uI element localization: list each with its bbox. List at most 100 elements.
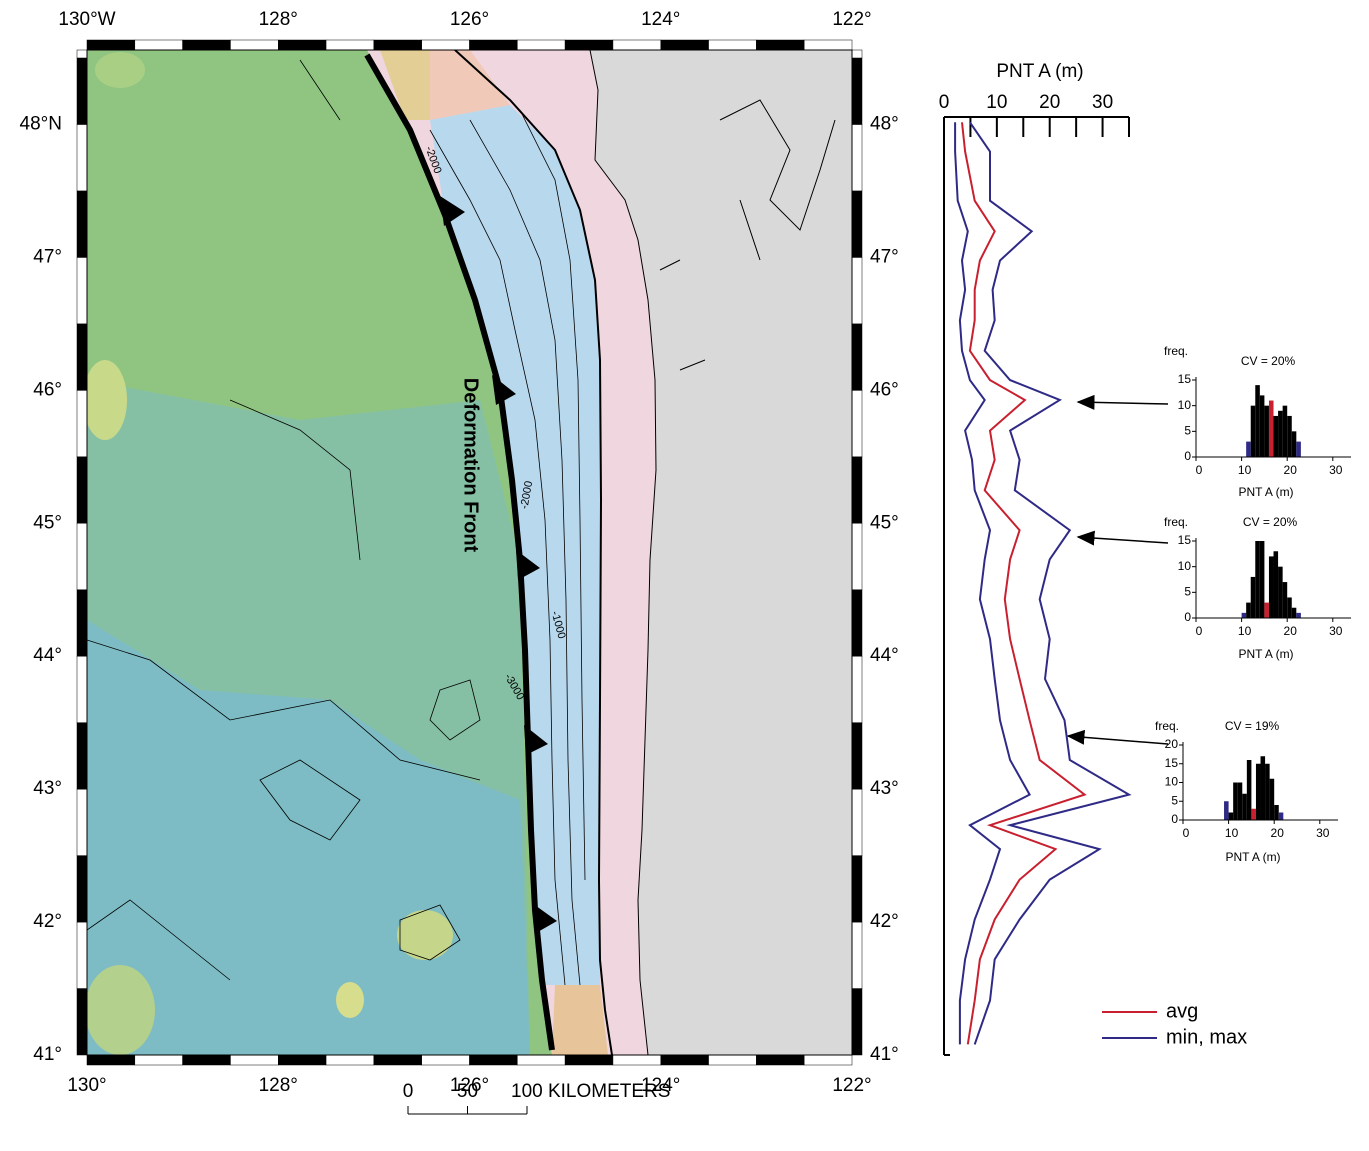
- frame-segment: [422, 40, 470, 50]
- y-tick-label: 10: [1165, 775, 1179, 789]
- frame-segment: [852, 257, 862, 323]
- frame-segment: [661, 1055, 709, 1065]
- x-tick-label: 0: [1196, 624, 1203, 638]
- bar: [1296, 613, 1301, 618]
- map-body: [83, 50, 852, 1055]
- seamount: [397, 910, 453, 960]
- frame-segment: [852, 457, 862, 523]
- frame-segment: [278, 40, 326, 50]
- frame-segment: [852, 324, 862, 390]
- x-axis-label: PNT A (m): [1225, 850, 1280, 864]
- x-tick-label: 20: [1039, 92, 1060, 113]
- frame-segment: [230, 1055, 278, 1065]
- frame-segment: [470, 40, 518, 50]
- frame-segment: [613, 40, 661, 50]
- y-tick-label: 5: [1171, 793, 1178, 807]
- y-tick-label: 15: [1178, 533, 1192, 547]
- frame-segment: [852, 723, 862, 789]
- bar: [1287, 416, 1292, 457]
- frame-segment: [77, 58, 87, 124]
- x-tick-label: 0: [1196, 463, 1203, 477]
- frame-segment: [77, 257, 87, 323]
- frame-segment: [804, 1055, 852, 1065]
- arrow: [1078, 402, 1168, 404]
- frame-segment: [852, 989, 862, 1055]
- y-tick-label: 42°: [33, 911, 62, 932]
- y-tick-label: 43°: [870, 778, 899, 799]
- bar: [1274, 416, 1279, 457]
- bar: [1265, 764, 1270, 820]
- frame-segment: [709, 40, 757, 50]
- bar: [1270, 779, 1275, 820]
- frame-segment: [77, 191, 87, 257]
- y-axis-label: freq.: [1155, 719, 1179, 733]
- x-tick-label: 20: [1284, 463, 1298, 477]
- y-tick-label: 5: [1184, 585, 1191, 599]
- frame-segment: [77, 723, 87, 789]
- x-tick-label: 0: [939, 92, 950, 113]
- frame-segment: [852, 390, 862, 456]
- frame-segment: [77, 390, 87, 456]
- seamount: [336, 982, 364, 1018]
- frame-segment: [852, 656, 862, 722]
- frame-segment: [756, 40, 804, 50]
- frame-segment: [326, 1055, 374, 1065]
- x-tick-label: 130°: [67, 1075, 106, 1096]
- bar: [1274, 551, 1279, 618]
- x-tick-label: 130°W: [58, 9, 115, 30]
- frame-segment: [87, 1055, 135, 1065]
- bar: [1242, 613, 1247, 618]
- seamount: [95, 52, 145, 88]
- y-tick-label: 47°: [870, 246, 899, 267]
- y-tick-label: 41°: [870, 1044, 899, 1065]
- y-tick-label: 45°: [33, 512, 62, 533]
- y-tick-label: 10: [1178, 559, 1192, 573]
- y-tick-label: 44°: [33, 645, 62, 666]
- frame-segment: [852, 191, 862, 257]
- min-line: [955, 122, 1030, 1044]
- x-tick-label: 30: [1329, 624, 1343, 638]
- y-axis-label: freq.: [1164, 515, 1188, 529]
- bar: [1283, 582, 1288, 618]
- bar: [1251, 809, 1256, 820]
- bar: [1260, 541, 1265, 618]
- y-tick-label: 0: [1184, 610, 1191, 624]
- bar: [1256, 764, 1261, 820]
- frame-segment: [852, 590, 862, 656]
- frame-segment: [852, 856, 862, 922]
- frame-segment: [77, 523, 87, 589]
- y-tick-label: 0: [1171, 812, 1178, 826]
- y-tick-label: 10: [1178, 398, 1192, 412]
- bar: [1278, 411, 1283, 457]
- frame-segment: [852, 523, 862, 589]
- frame-segment: [77, 590, 87, 656]
- bar: [1264, 406, 1269, 457]
- frame-segment: [852, 124, 862, 190]
- y-tick-label: 42°: [870, 911, 899, 932]
- y-tick-label: 5: [1184, 424, 1191, 438]
- scale-label: 100 KILOMETERS: [511, 1081, 670, 1102]
- shelf-high: [552, 985, 608, 1055]
- frame-segment: [709, 1055, 757, 1065]
- bar: [1251, 577, 1256, 618]
- frame-segment: [565, 40, 613, 50]
- arrow: [1078, 537, 1168, 543]
- scale-label: 50: [457, 1081, 478, 1102]
- y-tick-label: 46°: [870, 379, 899, 400]
- frame-segment: [278, 1055, 326, 1065]
- bar: [1242, 794, 1247, 820]
- bar: [1238, 783, 1243, 821]
- frame-segment: [77, 656, 87, 722]
- front-label: Deformation Front: [460, 378, 482, 553]
- frame-segment: [374, 40, 422, 50]
- x-tick-label: 0: [1183, 826, 1190, 840]
- frame-segment: [77, 922, 87, 988]
- x-tick-label: 10: [986, 92, 1007, 113]
- scale-label: 0: [403, 1081, 414, 1102]
- frame-segment: [77, 457, 87, 523]
- y-tick-label: 15: [1178, 372, 1192, 386]
- x-tick-label: 30: [1316, 826, 1330, 840]
- seamount: [85, 965, 155, 1055]
- bar: [1292, 431, 1297, 457]
- frame-segment: [77, 50, 87, 58]
